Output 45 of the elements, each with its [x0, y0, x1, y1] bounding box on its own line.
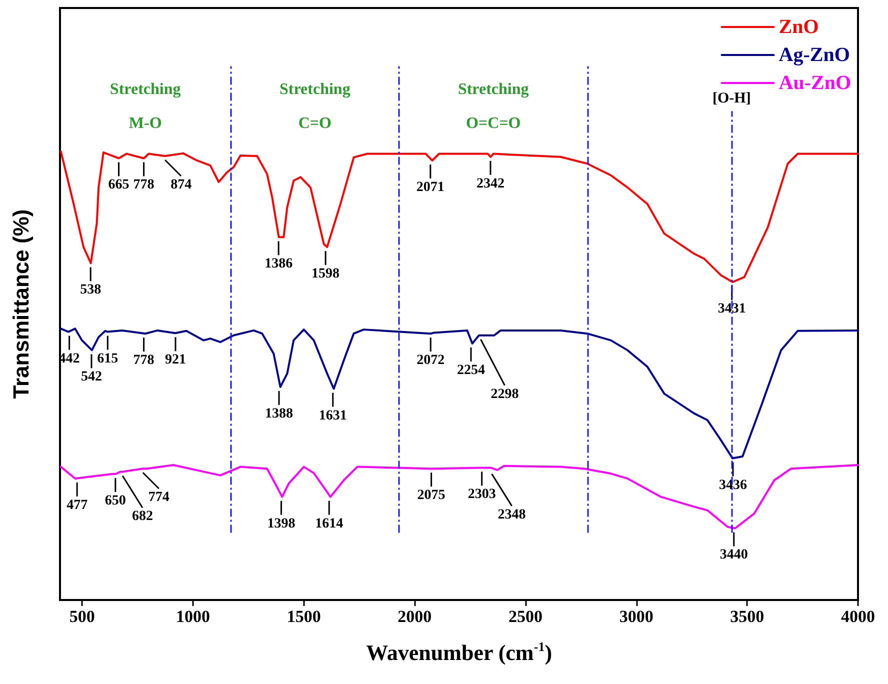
- annotation: 2075: [417, 488, 446, 504]
- x-tick-label: 1500: [286, 607, 321, 626]
- x-tick-label: 2500: [508, 607, 542, 626]
- x-tick-label: 2000: [398, 607, 432, 626]
- x-tick-label: 3000: [619, 607, 654, 626]
- annotation: 477: [66, 498, 88, 513]
- annotation: 615: [97, 351, 118, 366]
- annotation: 778: [133, 353, 154, 368]
- x-tick-label: 1000: [176, 607, 210, 626]
- annotation: 2303: [468, 487, 496, 502]
- text: Stretching M-O: [110, 81, 181, 132]
- x-tick-label: 3500: [730, 607, 764, 626]
- annotation: 650: [104, 493, 126, 508]
- annotation: 3431: [718, 302, 746, 317]
- annotation: 774: [148, 490, 170, 506]
- annotation: 2298: [490, 386, 519, 402]
- annotation: 2072: [416, 353, 445, 368]
- annotation: 1598: [312, 266, 340, 282]
- legend-label: Au-ZnO: [778, 72, 852, 94]
- annotation: 2254: [456, 362, 485, 378]
- annotation: 2071: [416, 180, 444, 195]
- annotation: 778: [133, 178, 154, 193]
- annotation: 3436: [718, 478, 747, 493]
- annotation: 538: [80, 282, 102, 298]
- text: Stretching O=C=O: [458, 81, 529, 132]
- annotation: 3440: [720, 548, 748, 563]
- x-tick-label: 500: [69, 607, 95, 626]
- annotation: 921: [164, 352, 186, 368]
- annotation: 1388: [265, 406, 294, 422]
- annotation: 1386: [264, 256, 293, 272]
- annotation: 682: [132, 509, 154, 524]
- y-axis-title: Transmittance (%): [8, 209, 34, 399]
- annotation: 1614: [315, 516, 344, 532]
- annotation: 2342: [476, 176, 504, 192]
- text: Stretching C=O: [280, 81, 350, 132]
- legend-label: Ag-ZnO: [778, 44, 850, 66]
- annotation: 1631: [318, 408, 347, 424]
- x-tick-label: 4000: [841, 607, 875, 626]
- annotation: 874: [170, 178, 192, 192]
- ref-line-label: [O-H]: [712, 90, 751, 107]
- annotation: 665: [108, 178, 130, 193]
- annotation: 2348: [498, 507, 526, 522]
- annotation: 542: [80, 370, 102, 385]
- legend-label: ZnO: [778, 16, 819, 38]
- annotation: 1398: [267, 516, 296, 532]
